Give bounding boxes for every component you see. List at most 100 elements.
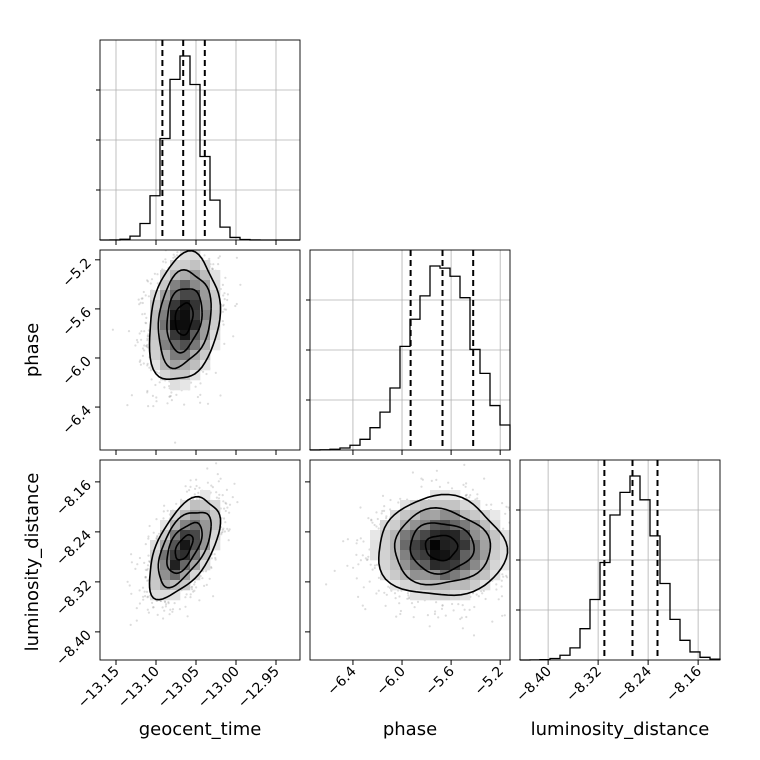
histogram-phase [306,250,511,451]
density-bin [410,540,421,551]
density-bin [160,360,171,371]
sample-point [157,532,161,535]
density-bin [180,540,191,551]
sample-point [523,599,525,601]
sample-point [186,244,188,246]
sample-point [369,563,372,566]
panel-frame [99,249,301,451]
density-bin [440,550,451,561]
sample-point [168,380,171,383]
sample-point [144,575,147,579]
sample-point [191,585,194,588]
sample-point [193,581,196,584]
density-bin [370,530,381,541]
sample-point [215,491,218,494]
density-bin [170,340,181,351]
density-bin [450,580,461,591]
density-bin [430,510,441,521]
sample-point [214,371,217,374]
sample-point [472,634,476,637]
sample-point [375,511,378,514]
sample-point [199,401,202,404]
sample-point [371,521,374,524]
x-tick-label: −13.15 [75,664,123,712]
sample-point [222,294,225,297]
sample-point [497,598,500,601]
sample-point [355,577,358,580]
sample-point [139,301,142,304]
sample-point [362,540,365,543]
density-bin [180,360,191,371]
density-bin [200,550,211,561]
x-axis-label-phase: phase [383,719,437,740]
sample-point [135,338,139,342]
sample-point [465,493,468,496]
x-tick-label: −6.0 [373,664,408,699]
density-bin [180,280,191,291]
sample-point [480,590,483,593]
sample-point [217,263,220,266]
sample-point [357,563,360,566]
density-bin [160,550,171,561]
sample-point [164,261,167,264]
density-bin [180,270,191,281]
density-bin [150,310,161,321]
sample-point [501,573,504,576]
sample-point [210,566,213,570]
density-bin [160,530,171,541]
density-bin [500,550,510,561]
sample-point [226,298,229,302]
sample-point [184,605,187,608]
density-bin [170,300,181,311]
sample-point [194,385,197,388]
sample-point [159,599,162,603]
sample-point [407,594,410,597]
histogram-steps [519,475,721,661]
sample-point [510,518,512,520]
sample-point [377,527,380,530]
density-bin [490,520,501,531]
sample-point [154,383,157,387]
density-bin [160,540,171,551]
sample-point [383,509,386,512]
sample-point [501,502,504,505]
sample-point [155,518,158,521]
sample-point [129,623,132,627]
density-bin [160,560,171,571]
density-bin [420,530,431,541]
sample-point [223,342,226,345]
density-bin [410,520,421,531]
density-bin [170,540,181,551]
sample-point [235,302,238,306]
density-bin [410,570,421,581]
y-tick-label: −8.24 [53,527,95,569]
sample-point [213,553,216,556]
sample-point [375,525,378,528]
density-bin [470,520,481,531]
sample-point [504,512,507,515]
sample-point [206,481,209,484]
density-bin [460,510,471,521]
sample-point [211,267,214,270]
sample-point [175,254,179,257]
x-tick-label: −8.40 [513,664,555,706]
contour-line [409,522,475,575]
sample-point [222,303,225,306]
sample-point [162,260,165,263]
sample-point [433,612,436,616]
density-bin [180,520,191,531]
density-bin [210,500,221,511]
sample-point [507,506,510,509]
sample-point [217,480,220,483]
sample-point [138,602,141,605]
histogram-geocent_time [96,40,300,241]
density-bin [170,280,181,291]
sample-point [385,517,388,520]
sample-point [217,497,221,500]
sample-point [224,501,227,504]
sample-point [371,568,374,571]
sample-point [164,601,167,604]
density-bin [380,570,391,581]
sample-point [451,602,454,606]
panel-frame [309,249,511,451]
